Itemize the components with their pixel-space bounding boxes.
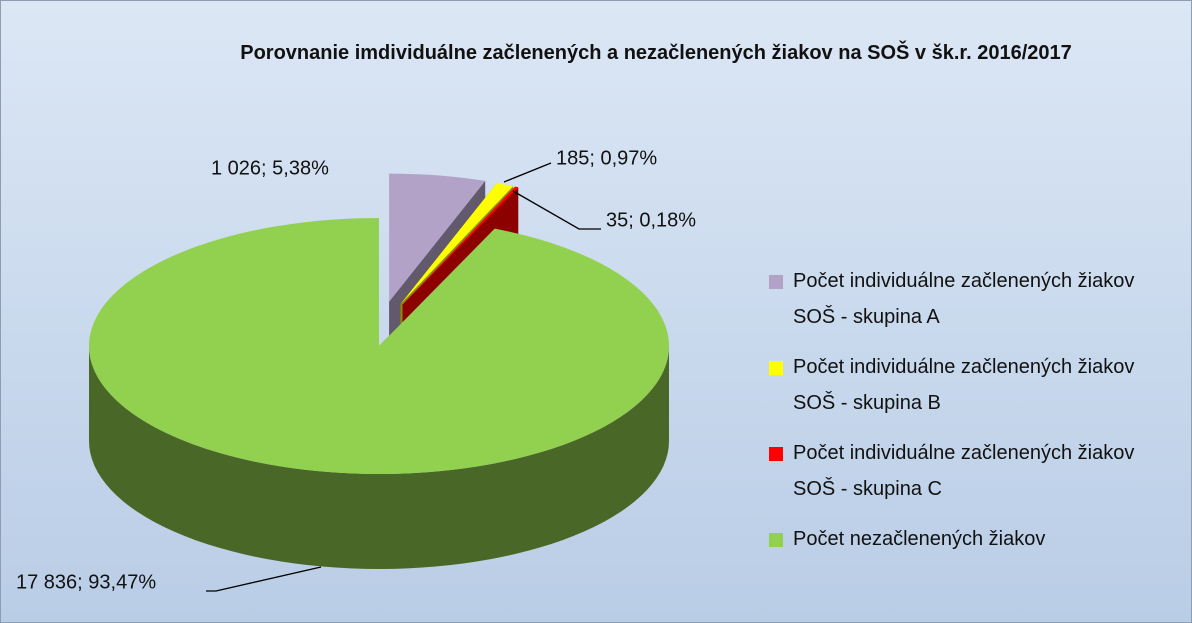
- data-label: 35; 0,18%: [606, 209, 696, 231]
- slice: [402, 186, 519, 305]
- data-label: 1 026; 5,38%: [211, 157, 329, 179]
- slice: [389, 173, 486, 302]
- legend-label: Počet individuálne začlenených žiakov SO…: [793, 270, 1135, 328]
- leader-line: [206, 566, 322, 592]
- slice: [400, 183, 514, 305]
- legend-swatch: [769, 361, 783, 375]
- legend-swatch: [769, 275, 783, 289]
- legend-swatch: [769, 533, 783, 547]
- legend-swatch: [769, 447, 783, 461]
- chart-title: Porovnanie imdividuálne začlenených a ne…: [240, 42, 1072, 64]
- legend-item: Počet individuálne začlenených žiakov SO…: [769, 349, 1144, 421]
- data-label: 17 836; 93,47%: [16, 571, 156, 593]
- legend-label: Počet nezačlenených žiakov: [793, 528, 1046, 550]
- leader-line: [512, 190, 601, 230]
- slice: [89, 218, 669, 474]
- legend-label: Počet individuálne začlenených žiakov SO…: [793, 356, 1135, 414]
- slice-side: [89, 346, 669, 569]
- legend-item: Počet nezačlenených žiakov: [769, 521, 1144, 557]
- legend-item: Počet individuálne začlenených žiakov SO…: [769, 263, 1144, 335]
- data-label: 185; 0,97%: [556, 147, 657, 169]
- legend-label: Počet individuálne začlenených žiakov SO…: [793, 442, 1135, 500]
- legend: Počet individuálne začlenených žiakov SO…: [769, 263, 1144, 571]
- leader-line: [503, 162, 552, 183]
- legend-item: Počet individuálne začlenených žiakov SO…: [769, 435, 1144, 507]
